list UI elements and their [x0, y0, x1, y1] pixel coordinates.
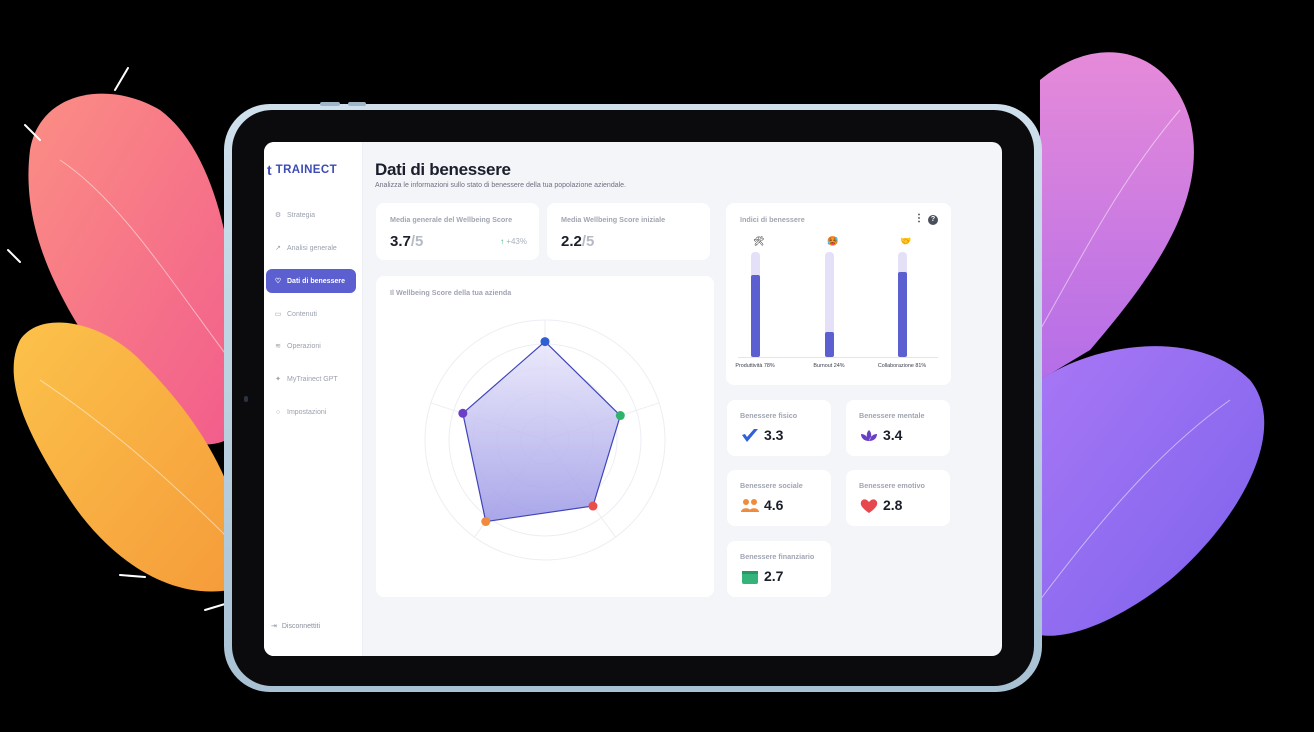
benessere-fisico-label: Benessere fisico: [740, 411, 798, 420]
benessere-finanziario-label: Benessere finanziario: [740, 552, 815, 561]
logout-button[interactable]: ⇥ Disconnettiti: [271, 622, 321, 631]
bar-emoji: 🛠: [753, 236, 765, 246]
radar-chart: [424, 319, 666, 561]
tablet-power-button: [348, 102, 366, 106]
radar-point[interactable]: [615, 411, 625, 421]
avg-score-delta: ↑ +43%: [500, 237, 527, 246]
logout-icon: ⇥: [271, 623, 277, 630]
indici-card-title: Indici di benessere: [740, 215, 805, 224]
benessere-finanziario-card: Benessere finanziario 2.7: [727, 541, 831, 597]
sidebar-item-mytrainect-gpt[interactable]: ✦ MyTrainect GPT: [266, 367, 356, 391]
chart-icon: ↗: [275, 245, 281, 252]
monitor-icon: ▭: [274, 311, 282, 318]
strategy-icon: ⚙: [274, 212, 282, 219]
sidebar-item-contenuti[interactable]: ▭ Contenuti: [266, 302, 356, 326]
brand-logo[interactable]: t TRAINECT: [267, 162, 337, 178]
people-icon: [741, 499, 759, 512]
sidebar-item-impostazioni[interactable]: ○ Impostazioni: [266, 400, 356, 424]
bar-label: Produttività 78%: [735, 363, 775, 369]
benessere-mentale-label: Benessere mentale: [859, 411, 925, 420]
avg-score-value: 3.7/5: [390, 233, 424, 250]
bar-label: Burnout 24%: [813, 363, 845, 369]
wallet-icon: [742, 571, 758, 584]
arrow-up-icon: ↑: [500, 237, 505, 246]
radar-point[interactable]: [540, 337, 550, 347]
more-menu-icon[interactable]: ⋮: [914, 213, 924, 224]
sidebar-item-label: Analisi generale: [287, 244, 337, 252]
benessere-sociale-label: Benessere sociale: [740, 481, 803, 490]
benessere-finanziario-value: 2.7: [764, 568, 784, 584]
radar-point[interactable]: [481, 517, 491, 527]
benessere-sociale-value: 4.6: [764, 497, 784, 513]
sidebar-item-operazioni[interactable]: ≋ Operazioni: [266, 334, 356, 358]
brand-name: TRAINECT: [275, 164, 338, 176]
sidebar-item-label: Impostazioni: [287, 408, 327, 416]
brand-mark: t: [267, 162, 272, 178]
benessere-fisico-value: 3.3: [764, 427, 784, 443]
tablet-volume-button: [320, 102, 340, 106]
sidebar-item-strategia[interactable]: ⚙ Strategia: [266, 203, 356, 227]
check-wave-icon: [742, 429, 758, 442]
radar-point[interactable]: [458, 408, 468, 418]
heart-icon: [860, 499, 878, 513]
sidebar-item-label: Dati di benessere: [287, 277, 345, 285]
bar-emoji: 🤝: [900, 236, 912, 246]
radar-area: [462, 340, 622, 523]
logout-label: Disconnettiti: [281, 622, 321, 630]
benessere-emotivo-value: 2.8: [883, 497, 903, 513]
bar-fill: [898, 271, 907, 357]
benessere-emotivo-card: Benessere emotivo 2.8: [846, 470, 950, 526]
gear-icon: ○: [275, 408, 281, 416]
benessere-mentale-card: Benessere mentale 3.4: [846, 400, 950, 456]
sidebar-item-analisi-generale[interactable]: ↗ Analisi generale: [266, 236, 356, 260]
avg-score-label: Media generale del Wellbeing Score: [390, 215, 513, 224]
benessere-fisico-card: Benessere fisico 3.3: [727, 400, 831, 456]
bar-track: [825, 252, 834, 357]
avg-score-card: Media generale del Wellbeing Score 3.7/5…: [376, 203, 539, 260]
initial-score-label: Media Wellbeing Score iniziale: [561, 215, 666, 224]
page-subtitle: Analizza le informazioni sullo stato di …: [375, 182, 626, 189]
initial-score-card: Media Wellbeing Score iniziale 2.2/5: [547, 203, 710, 260]
benessere-sociale-card: Benessere sociale 4.6: [727, 470, 831, 526]
sidebar-item-label: MyTrainect GPT: [287, 375, 338, 383]
benessere-emotivo-label: Benessere emotivo: [859, 481, 925, 490]
page-title: Dati di benessere: [375, 160, 511, 179]
app-screen: t TRAINECT ⚙ Strategia ↗ Analisi general…: [264, 142, 1002, 656]
bar-label: Collaborazione 81%: [877, 363, 927, 369]
radar-card-title: Il Wellbeing Score della tua azienda: [390, 288, 512, 297]
bar-emoji: 🥵: [827, 236, 839, 246]
help-icon[interactable]: ?: [928, 215, 938, 225]
sparkle-icon: ✦: [275, 376, 281, 383]
camera-dot: [244, 396, 248, 402]
radar-point[interactable]: [588, 501, 598, 511]
sidebar-item-label: Strategia: [287, 211, 316, 219]
initial-score-value: 2.2/5: [561, 233, 595, 250]
radar-card: Il Wellbeing Score della tua azienda: [376, 276, 714, 597]
lotus-icon: [861, 430, 877, 441]
bar-fill: [751, 275, 760, 357]
sidebar-item-label: Contenuti: [287, 310, 317, 318]
sidebar: t TRAINECT ⚙ Strategia ↗ Analisi general…: [264, 142, 363, 656]
heart-icon: ♡: [274, 278, 282, 285]
bar-fill: [825, 331, 834, 357]
sidebar-item-dati-di-benessere[interactable]: ♡ Dati di benessere: [266, 269, 356, 293]
benessere-mentale-value: 3.4: [883, 427, 903, 443]
layers-icon: ≋: [275, 343, 281, 350]
sidebar-item-label: Operazioni: [287, 342, 321, 350]
indici-card: Indici di benessere ⋮ ? 🛠 Produttività 78…: [726, 203, 951, 385]
bars-baseline: [738, 357, 938, 358]
